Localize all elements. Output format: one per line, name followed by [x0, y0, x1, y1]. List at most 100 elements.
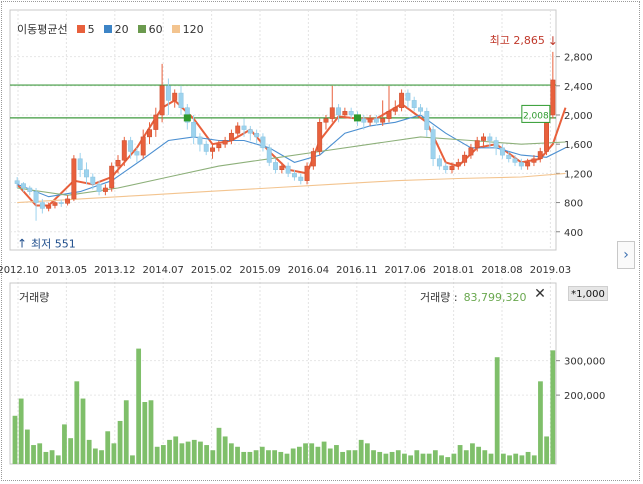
volume-bar: [408, 455, 414, 464]
candle-body: [531, 158, 537, 163]
volume-bar: [550, 350, 556, 464]
time-tick-label: 2015.09: [239, 265, 280, 276]
volume-bar: [482, 450, 488, 464]
candle-body: [550, 79, 556, 116]
candle-body: [216, 143, 222, 149]
candle-body: [411, 100, 417, 108]
candle-body: [443, 165, 449, 170]
volume-bar: [383, 453, 389, 464]
candle-body: [65, 198, 71, 204]
volume-bar: [426, 453, 432, 464]
candle-body: [323, 118, 329, 123]
volume-panel-border: [9, 282, 557, 465]
candle-body: [304, 165, 310, 181]
volume-bar: [241, 451, 247, 464]
candle-body: [84, 169, 89, 178]
candle-body: [260, 136, 266, 149]
current-price-label: 2,008: [523, 111, 549, 121]
volume-bar: [531, 455, 537, 464]
volume-bar: [235, 446, 240, 464]
time-tick-label: 2013.05: [46, 265, 87, 276]
candle-body: [109, 165, 115, 189]
volume-bar: [74, 381, 80, 464]
volume-bar: [538, 381, 543, 464]
volume-bar: [507, 455, 512, 464]
current-price-box: [521, 104, 551, 123]
volume-bar: [303, 443, 308, 464]
candle-body: [436, 158, 442, 167]
candle-body: [279, 165, 285, 170]
candle-body: [367, 118, 373, 123]
volume-bar: [160, 445, 166, 464]
candle-body: [336, 107, 342, 116]
volume-bar: [105, 431, 111, 464]
candle-body: [222, 140, 228, 145]
candle-body: [424, 111, 430, 130]
candle-body: [203, 143, 209, 152]
volume-bar: [123, 400, 129, 464]
volume-bar: [167, 439, 172, 464]
volume-bar: [334, 445, 339, 464]
next-arrow-button[interactable]: ›: [617, 241, 635, 269]
candle-body: [418, 107, 423, 112]
volume-bar: [284, 453, 290, 464]
volume-bar: [488, 453, 494, 464]
candle-body: [512, 158, 518, 163]
candle-body: [493, 140, 499, 149]
volume-bar: [253, 450, 259, 464]
candle-body: [235, 125, 241, 134]
volume-bar: [402, 453, 407, 464]
candle-body: [71, 158, 77, 200]
volume-bar: [457, 445, 463, 464]
price-tick-label: 2,000: [564, 111, 593, 122]
candle-body: [317, 122, 323, 152]
volume-bar: [525, 451, 531, 464]
volume-readout: 거래량 : 83,799,320: [420, 289, 527, 305]
candle-body: [134, 151, 140, 156]
candle-body: [518, 162, 524, 167]
volume-bar: [519, 455, 525, 464]
candle-body: [455, 162, 461, 167]
volume-bar: [414, 450, 420, 464]
close-icon: ✕: [534, 286, 546, 302]
candle-body: [241, 125, 247, 130]
volume-bar: [80, 398, 86, 464]
volume-bar: [290, 448, 296, 464]
volume-bar: [37, 443, 43, 464]
legend-title: 이동평균선: [17, 23, 68, 36]
candle-body: [90, 176, 96, 185]
volume-bar: [364, 443, 370, 464]
volume-bar: [352, 450, 358, 464]
candle-body: [27, 187, 33, 192]
signal-marker: [353, 114, 361, 122]
volume-bar: [130, 455, 135, 464]
volume-bar: [389, 451, 395, 464]
candle-body: [481, 136, 486, 141]
chevron-right-icon: ›: [623, 247, 629, 263]
volume-bar: [148, 400, 154, 464]
candle-body: [291, 173, 297, 178]
signal-markers: [183, 114, 361, 122]
volume-bar: [49, 450, 55, 464]
time-tick-label: 2019.03: [530, 265, 571, 276]
candle-body: [329, 107, 335, 119]
candle-body: [386, 111, 392, 119]
time-tick-label: 2018.08: [481, 265, 522, 276]
volume-bar: [327, 448, 333, 464]
candle-body: [474, 140, 480, 149]
volume-bar: [154, 446, 160, 464]
close-volume-button[interactable]: ✕: [533, 287, 547, 301]
candle-body: [58, 202, 64, 204]
candle-body: [506, 154, 512, 160]
volume-bar: [445, 457, 451, 464]
volume-bar: [470, 443, 475, 464]
candle-body: [210, 147, 215, 152]
candle-body: [537, 151, 543, 160]
volume-gridlines: [9, 282, 557, 465]
candle-body: [373, 118, 379, 123]
candle-body: [430, 129, 436, 160]
highest-price-label: 최고 2,865: [490, 34, 545, 47]
volume-bar: [43, 451, 49, 464]
volume-bar: [266, 450, 271, 464]
